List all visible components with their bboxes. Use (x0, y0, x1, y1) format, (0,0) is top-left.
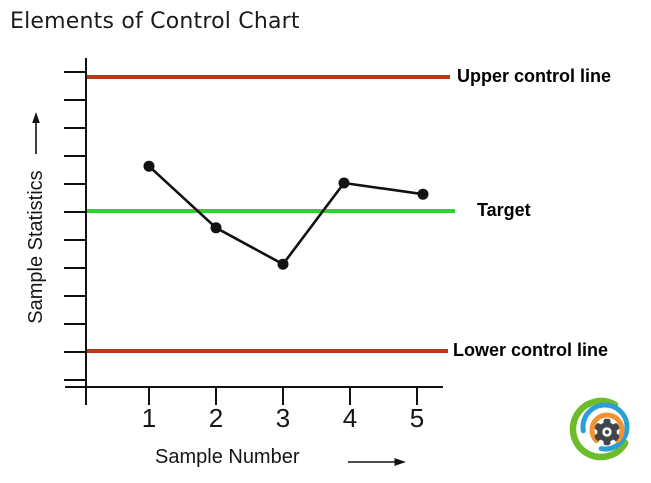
x-tick (282, 386, 284, 405)
y-tick (64, 239, 86, 241)
sample-series-line (148, 165, 424, 266)
x-tick-label: 4 (342, 403, 358, 433)
y-axis-title-group: Sample Statistics (21, 83, 51, 353)
x-tick (416, 386, 418, 405)
target-line-label: Target (477, 200, 531, 220)
logo-green-arc (569, 397, 629, 461)
data-point-marker (143, 160, 155, 172)
x-tick-label: 2 (208, 403, 224, 433)
data-point-marker (417, 188, 429, 200)
x-tick-label: 3 (275, 403, 291, 433)
y-tick (64, 99, 86, 101)
y-tick (64, 183, 86, 185)
x-tick (349, 386, 351, 405)
up-arrow-icon (32, 112, 40, 155)
x-tick-label: 5 (409, 403, 425, 433)
lower-control-line-label: Lower control line (453, 340, 609, 360)
data-point-marker (338, 177, 350, 189)
y-tick (64, 211, 86, 213)
y-tick (64, 127, 86, 129)
x-tick-label: 1 (141, 403, 157, 433)
logo-orange-arc (589, 412, 625, 444)
x-tick (148, 386, 150, 405)
upper-control-line (87, 74, 450, 79)
y-axis-title: Sample Statistics (24, 170, 47, 324)
y-tick (64, 267, 86, 269)
y-tick (64, 379, 86, 381)
y-axis-line (85, 58, 87, 405)
upper-control-line-label: Upper control line (457, 65, 612, 86)
lower-control-line (87, 349, 448, 353)
data-point-marker (210, 222, 222, 234)
logo-blue-arc (580, 402, 630, 452)
y-tick (64, 323, 86, 325)
x-tick (215, 386, 217, 405)
x-axis-title: Sample Number (155, 446, 300, 468)
y-tick (64, 155, 86, 157)
gear-icon (594, 418, 620, 446)
right-arrow-icon (348, 458, 406, 466)
y-tick (64, 71, 86, 73)
data-point-marker (277, 258, 289, 270)
y-tick (64, 351, 86, 353)
brand-logo (569, 397, 630, 461)
y-tick (64, 295, 86, 297)
target-line (87, 209, 455, 213)
x-axis-line (65, 386, 443, 388)
page-title: Elements of Control Chart (10, 9, 300, 34)
